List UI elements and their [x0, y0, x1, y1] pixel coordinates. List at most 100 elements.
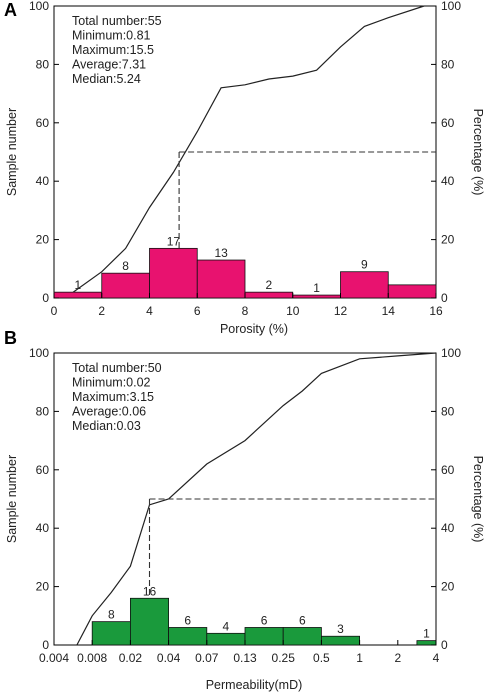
a-bar-label-1: 8	[122, 259, 129, 273]
b-bar-label-2: 6	[184, 613, 191, 627]
a-x-tick-label-8: 16	[429, 304, 443, 318]
a-x-tick-label-3: 6	[194, 304, 201, 318]
a-x-tick-label-0: 0	[51, 304, 58, 318]
a-x-tick-label-4: 8	[242, 304, 249, 318]
a-bar-0	[53, 291, 103, 299]
a-x-tick-label-7: 14	[382, 304, 396, 318]
a-y-tick-label-5: 100	[29, 0, 49, 13]
b-y2-tick-label-1: 20	[441, 580, 455, 594]
b-bar-label-4: 6	[261, 613, 268, 627]
a-y-tick-label-0: 0	[42, 291, 49, 305]
a-y2-tick-label-0: 0	[441, 291, 448, 305]
panel-b-y-ticks: 0 20 40 60 80 100	[29, 346, 59, 652]
a-bar-label-3: 13	[214, 246, 228, 260]
a-bar-label-2: 17	[167, 234, 181, 248]
a-y-tick-label-1: 20	[36, 233, 50, 247]
panel-label-a: A	[4, 0, 17, 20]
b-x-tick-label-3: 0.04	[157, 651, 181, 665]
panel-a-x-ticks: 0 2 4 6 8 10 12 14 16	[51, 293, 443, 318]
panel-b-x-axis-label: Permeability(mD)	[206, 678, 303, 692]
panel-a-y-ticks: 0 20 40 60 80 100	[29, 0, 59, 305]
b-y-tick-label-2: 40	[36, 521, 50, 535]
a-y-tick-label-2: 40	[36, 174, 50, 188]
panel-b-cumulative-line	[76, 352, 437, 646]
a-y-tick-label-4: 80	[36, 57, 50, 71]
b-x-tick-label-0: 0.004	[39, 651, 69, 665]
panel-a-bar-labels: 1 8 17 13 2 1 9	[75, 234, 369, 295]
a-y2-tick-label-5: 100	[441, 0, 461, 13]
a-bar-label-4: 2	[266, 278, 273, 292]
panel-a-median-marker	[178, 151, 436, 249]
a-bar-5	[292, 294, 341, 299]
b-x-tick-label-9: 2	[394, 651, 401, 665]
b-y-tick-label-5: 100	[29, 346, 49, 360]
panel-label-b: B	[4, 328, 17, 348]
b-bar-6	[320, 635, 360, 646]
a-bar-1	[101, 272, 150, 299]
b-bar-0	[91, 621, 131, 646]
a-y-tick-label-3: 60	[36, 116, 50, 130]
b-bar-7	[416, 640, 437, 646]
panel-b-x-ticks: 0.004 0.008 0.02 0.04 0.07 0.13 0.25 0.5 1 2 4	[39, 640, 440, 665]
a-bar-label-5: 1	[313, 281, 320, 295]
panel-a-cumulative-line	[72, 5, 425, 293]
panel-a-x-axis-label: Porosity (%)	[220, 322, 288, 336]
a-stat-3: Average:7.31	[72, 58, 146, 72]
panel-b-y2-axis-label: Percentage (%)	[471, 456, 484, 543]
b-bar-label-5: 6	[299, 613, 306, 627]
a-y2-tick-label-1: 20	[441, 233, 455, 247]
b-x-tick-label-4: 0.07	[195, 651, 219, 665]
b-y2-tick-label-4: 80	[441, 404, 455, 418]
panel-a-bars	[53, 247, 437, 299]
a-y2-tick-label-3: 60	[441, 116, 455, 130]
b-y-tick-label-1: 20	[36, 580, 50, 594]
panel-a-y-axis-label: Sample number	[5, 108, 19, 196]
b-stat-3: Average:0.06	[72, 405, 146, 419]
a-bar-label-6: 9	[361, 258, 368, 272]
b-y2-tick-label-5: 100	[441, 346, 461, 360]
b-y-tick-label-3: 60	[36, 463, 50, 477]
b-x-tick-label-8: 1	[356, 651, 363, 665]
b-bar-3	[206, 632, 246, 646]
b-bar-5	[282, 627, 322, 646]
panel-b-median-marker	[148, 498, 436, 599]
a-stat-2: Maximum:15.5	[72, 43, 154, 57]
b-y-tick-label-0: 0	[42, 638, 49, 652]
b-bar-1	[129, 597, 169, 646]
b-bar-label-7: 1	[423, 627, 430, 641]
a-bar-4	[244, 291, 294, 299]
a-x-tick-label-1: 2	[98, 304, 105, 318]
b-x-tick-label-1: 0.008	[77, 651, 107, 665]
a-y2-tick-label-2: 40	[441, 174, 455, 188]
b-stat-4: Median:0.03	[72, 419, 141, 433]
panel-a-stats: Total number:55Minimum:0.81Maximum:15.5A…	[72, 14, 162, 86]
a-bar-2	[149, 247, 198, 299]
b-y2-tick-label-2: 40	[441, 521, 455, 535]
b-y-tick-label-4: 80	[36, 404, 50, 418]
b-bar-label-3: 4	[223, 619, 230, 633]
panel-a-y2-axis-label: Percentage (%)	[471, 109, 484, 196]
panel-b-stats: Total number:50Minimum:0.02Maximum:3.15A…	[72, 361, 162, 433]
b-x-tick-label-6: 0.25	[272, 651, 296, 665]
b-y2-tick-label-0: 0	[441, 638, 448, 652]
panel-a-y2-ticks: 0 20 40 60 80 100	[431, 0, 461, 305]
a-bar-label-0: 1	[75, 278, 82, 292]
a-x-tick-label-2: 4	[146, 304, 153, 318]
b-bar-label-0: 8	[108, 608, 115, 622]
b-bar-2	[168, 627, 208, 646]
b-x-tick-label-10: 4	[433, 651, 440, 665]
panel-b-y-axis-label: Sample number	[5, 455, 19, 543]
b-bar-4	[244, 627, 284, 646]
a-x-tick-label-5: 10	[286, 304, 300, 318]
panel-b-y2-ticks: 0 20 40 60 80 100	[431, 346, 461, 652]
a-y2-tick-label-4: 80	[441, 57, 455, 71]
b-bar-label-6: 3	[337, 622, 344, 636]
b-stat-1: Minimum:0.02	[72, 376, 151, 390]
a-stat-1: Minimum:0.81	[72, 29, 151, 43]
b-y2-tick-label-3: 60	[441, 463, 455, 477]
a-x-tick-label-6: 12	[334, 304, 348, 318]
b-stat-0: Total number:50	[72, 361, 162, 375]
